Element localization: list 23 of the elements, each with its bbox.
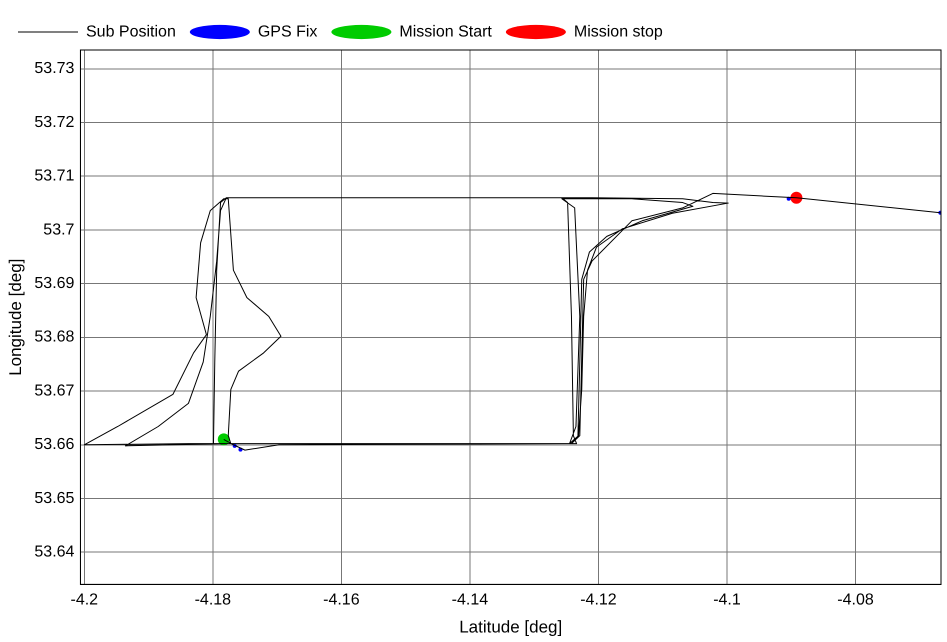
y-tick-label: 53.64 [34,544,75,561]
y-tick-label: 53.67 [34,382,75,400]
x-tick-label: -4.2 [70,591,98,608]
x-tick-label: -4.16 [323,591,360,608]
x-tick-label: -4.1 [713,591,741,608]
y-tick-label: 53.72 [34,114,75,131]
x-tick-label: -4.18 [194,591,232,608]
y-tick-label: 53.66 [34,436,75,454]
legend-label: Mission Start [399,23,492,40]
x-axis-title: Latitude [deg] [459,617,562,636]
x-tick-label: -4.14 [452,591,488,608]
y-tick-label: 53.69 [34,275,75,292]
y-tick-label: 53.71 [34,168,75,185]
legend-label: Sub Position [86,23,176,40]
y-tick-label: 53.65 [34,490,75,507]
x-tick-label: -4.12 [580,591,617,608]
y-axis-title: Longitude [deg] [6,258,25,376]
y-tick-label: 53.68 [34,328,75,346]
y-tick-label: 53.7 [43,221,75,238]
x-tick-label: -4.08 [837,591,874,608]
y-tick-label: 53.73 [34,60,75,78]
legend-label: Mission stop [574,23,663,40]
legend-label: GPS Fix [258,23,318,40]
